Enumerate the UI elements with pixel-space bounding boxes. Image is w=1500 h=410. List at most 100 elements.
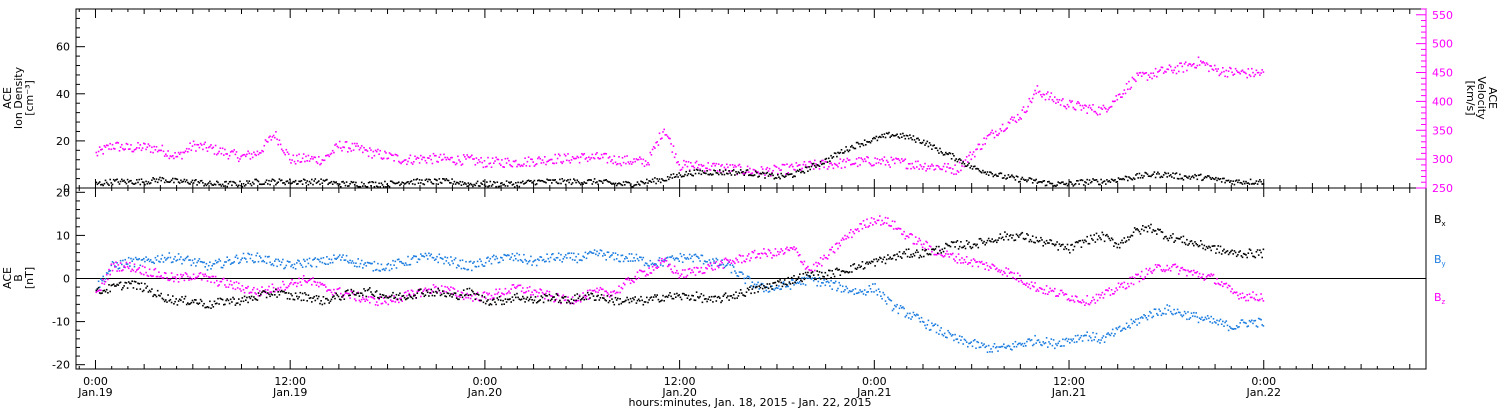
- velocity-series-point: [688, 169, 691, 171]
- by-series-point: [923, 321, 925, 323]
- density-series-point: [1169, 174, 1172, 176]
- velocity-series-point: [454, 163, 457, 166]
- by-series-point: [486, 257, 488, 259]
- density-series-point: [1041, 181, 1043, 184]
- velocity-series-point: [809, 160, 811, 163]
- velocity-series-point: [958, 161, 961, 164]
- velocity-series-point: [379, 149, 381, 152]
- bx-series-point: [402, 294, 405, 297]
- by-series-point: [162, 261, 165, 263]
- density-series-point: [321, 182, 324, 184]
- by-series-point: [433, 259, 436, 261]
- velocity-series-point: [274, 136, 276, 139]
- velocity-series-point: [557, 153, 560, 155]
- density-series-point: [1167, 172, 1170, 175]
- bz-series-point: [1087, 303, 1090, 305]
- density-series-point: [1080, 179, 1083, 181]
- density-series-point: [644, 182, 647, 184]
- density-series-point: [665, 179, 668, 182]
- by-series-point: [692, 260, 694, 263]
- density-series-point: [1180, 177, 1182, 180]
- density-series-point: [190, 181, 193, 183]
- velocity-series-point: [287, 153, 290, 155]
- density-series-point: [466, 185, 468, 187]
- by-series-point: [694, 253, 697, 256]
- by-series-point: [190, 264, 193, 267]
- velocity-series-point: [393, 160, 395, 162]
- density-series-point: [131, 182, 133, 184]
- density-series-point: [707, 173, 709, 176]
- bx-series-point: [101, 292, 103, 294]
- velocity-series-point: [457, 155, 459, 158]
- bx-series-point: [162, 298, 165, 301]
- by-series-point: [575, 255, 577, 258]
- bz-series-point: [883, 222, 886, 224]
- bz-series-point: [137, 268, 139, 270]
- by-series-point: [876, 294, 879, 296]
- by-series-point: [334, 257, 336, 260]
- density-series-point: [695, 168, 698, 171]
- bz-series-point: [1045, 285, 1048, 287]
- bx-series-point: [617, 297, 619, 300]
- velocity-series-point: [1106, 110, 1108, 113]
- bz-series-point: [304, 279, 306, 282]
- bz-series-point: [796, 251, 799, 254]
- density-series-point: [353, 183, 356, 186]
- by-series-point: [695, 255, 698, 258]
- by-series-point: [249, 257, 252, 260]
- bz-series-point: [745, 258, 748, 260]
- by-series-point: [180, 256, 182, 258]
- density-series-point: [224, 181, 226, 183]
- velocity-series-point: [980, 148, 983, 150]
- bz-series-point: [846, 235, 849, 238]
- velocity-series-point: [794, 169, 796, 171]
- bx-series-point: [429, 292, 431, 294]
- density-series-point: [212, 184, 215, 186]
- velocity-series-point: [1009, 118, 1012, 120]
- bz-series-point: [428, 288, 430, 290]
- density-series-point: [104, 179, 107, 182]
- density-series-point: [103, 182, 106, 185]
- velocity-series-point: [936, 164, 939, 167]
- velocity-series-point: [156, 150, 159, 153]
- by-series-point: [612, 252, 614, 254]
- velocity-series-point: [964, 159, 967, 161]
- bz-series-point: [787, 249, 789, 251]
- by-series-point: [781, 282, 784, 284]
- density-series-point: [1130, 178, 1133, 180]
- by-series-point: [323, 262, 326, 265]
- bx-series-point: [299, 291, 302, 294]
- density-series-point: [977, 168, 980, 170]
- bz-series-point: [972, 258, 975, 260]
- velocity-series-point: [793, 168, 795, 171]
- bx-series-point: [570, 298, 573, 300]
- density-series-point: [159, 176, 161, 179]
- density-series-point: [420, 182, 422, 184]
- by-series-point: [515, 258, 517, 260]
- bz-series-point: [595, 291, 597, 293]
- density-series-point: [697, 169, 699, 171]
- velocity-series-point: [213, 153, 216, 155]
- density-series-point: [331, 183, 334, 185]
- bx-series-point: [246, 296, 248, 299]
- velocity-series-point: [153, 145, 155, 148]
- density-series-point: [1200, 173, 1202, 176]
- velocity-series-point: [440, 159, 443, 161]
- by-series-point: [999, 346, 1002, 348]
- velocity-series-point: [879, 159, 881, 161]
- by-series-point: [941, 333, 944, 336]
- velocity-series-point: [1088, 104, 1091, 107]
- bz-series-point: [1217, 282, 1219, 285]
- density-series-point: [122, 180, 124, 182]
- velocity-series-point: [1257, 71, 1260, 74]
- velocity-series-point: [726, 163, 728, 166]
- by-series-point: [583, 256, 585, 259]
- bx-series-point: [264, 291, 267, 293]
- bz-series-point: [977, 265, 980, 268]
- by-series-point: [887, 296, 889, 299]
- bz-series-point: [644, 275, 647, 277]
- velocity-series-point: [100, 149, 102, 151]
- bx-series-point: [371, 293, 373, 296]
- bz-series-point: [338, 287, 341, 289]
- by-series-point: [636, 257, 639, 260]
